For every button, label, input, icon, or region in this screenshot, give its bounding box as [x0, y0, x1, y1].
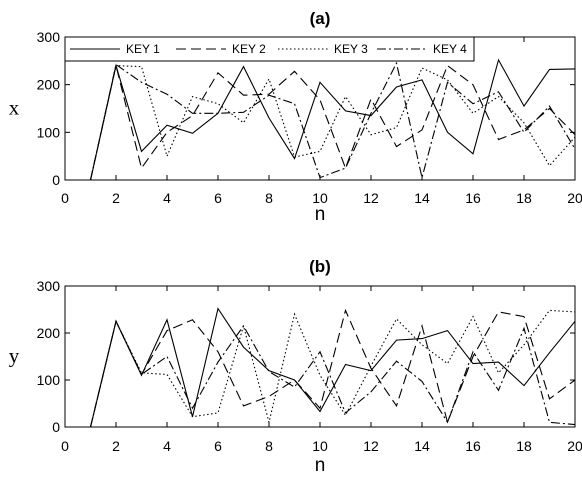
- x-tick-label: 6: [214, 190, 222, 206]
- panel-title: (a): [310, 9, 331, 28]
- y-axis-label: x: [9, 96, 20, 120]
- y-tick-label: 100: [37, 372, 61, 388]
- x-axis-label: n: [315, 455, 326, 476]
- x-axis-label: n: [315, 204, 326, 225]
- series-line-key-3: [89, 65, 576, 181]
- series-line-key-1: [89, 58, 576, 181]
- x-tick-label: 16: [465, 438, 481, 454]
- x-tick-label: 6: [214, 438, 222, 454]
- series-line-key-2: [89, 64, 576, 181]
- x-tick-label: 0: [61, 438, 69, 454]
- x-tick-label: 2: [112, 438, 120, 454]
- x-tick-label: 16: [465, 190, 481, 206]
- x-tick-label: 8: [265, 190, 273, 206]
- x-tick-label: 12: [363, 438, 379, 454]
- x-tick-label: 4: [163, 438, 171, 454]
- x-tick-label: 4: [163, 190, 171, 206]
- y-tick-label: 200: [37, 77, 61, 93]
- y-tick-label: 0: [52, 419, 60, 435]
- series-line-key-4: [89, 319, 576, 428]
- legend-label: KEY 2: [232, 42, 266, 56]
- x-tick-label: 14: [414, 438, 430, 454]
- legend-label: KEY 4: [433, 42, 467, 56]
- x-tick-label: 18: [516, 190, 532, 206]
- x-tick-label: 2: [112, 190, 120, 206]
- x-tick-label: 14: [414, 190, 430, 206]
- x-tick-label: 0: [61, 190, 69, 206]
- series-line-key-4: [89, 61, 576, 181]
- legend: KEY 1 KEY 2 KEY 3 KEY 4: [64, 36, 475, 62]
- y-axis-label: y: [9, 344, 20, 368]
- x-tick-label: 10: [312, 438, 328, 454]
- y-tick-label: 200: [37, 325, 61, 341]
- x-tick-label: 20: [567, 438, 582, 454]
- legend-label: KEY 3: [334, 42, 368, 56]
- series-line-key-2: [89, 308, 576, 428]
- plot-frame: [64, 285, 576, 428]
- y-tick-label: 300: [37, 278, 61, 294]
- x-tick-label: 20: [567, 190, 582, 206]
- y-tick-label: 0: [52, 172, 60, 188]
- legend-label: KEY 1: [126, 42, 160, 56]
- legend-box: [64, 36, 475, 62]
- x-tick-label: 10: [312, 190, 328, 206]
- y-tick-label: 100: [37, 124, 61, 140]
- panel-title: (b): [309, 257, 331, 276]
- series-line-key-1: [89, 307, 576, 428]
- y-tick-label: 300: [37, 29, 61, 45]
- x-tick-label: 8: [265, 438, 273, 454]
- x-tick-label: 12: [363, 190, 379, 206]
- x-tick-label: 18: [516, 438, 532, 454]
- series-line-key-3: [89, 309, 576, 428]
